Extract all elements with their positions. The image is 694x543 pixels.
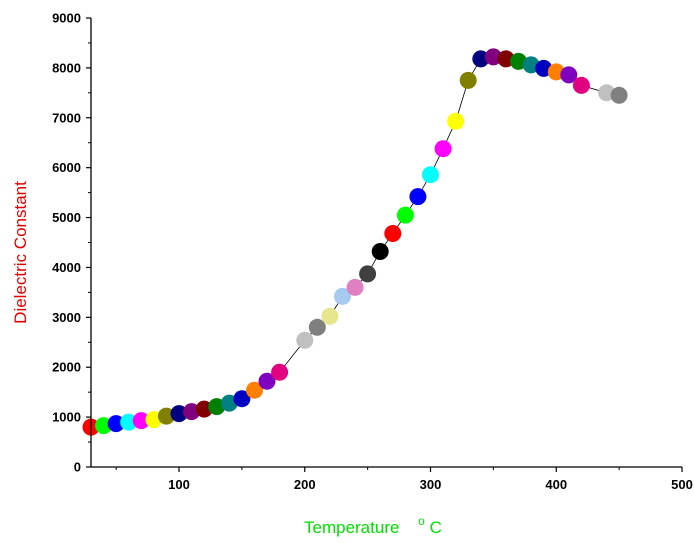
axes: 0 1000 2000 3000 4000 5000 6000 7000 8000 9000 100… — [52, 11, 693, 493]
x-axis-title-degree: o — [418, 514, 425, 528]
data-point — [308, 318, 326, 336]
data-point — [459, 71, 477, 89]
data-point — [484, 48, 502, 66]
data-point — [359, 265, 377, 283]
data-point — [170, 405, 188, 423]
data-point — [560, 66, 578, 84]
x-tick-label: 400 — [545, 477, 567, 492]
y-tick-label: 7000 — [52, 110, 81, 125]
y-tick-label: 9000 — [52, 11, 81, 26]
data-point — [321, 307, 339, 325]
x-axis-title-unit: C — [430, 518, 442, 537]
data-point — [120, 413, 138, 431]
y-tick-label: 8000 — [52, 60, 81, 75]
data-point — [271, 363, 289, 381]
data-point — [409, 188, 427, 206]
y-tick-label: 1000 — [52, 410, 81, 425]
data-point — [95, 417, 113, 435]
y-tick-label: 0 — [74, 460, 81, 475]
y-tick-label: 5000 — [52, 210, 81, 225]
data-point — [334, 287, 351, 305]
data-point — [346, 278, 364, 296]
data-point — [422, 166, 439, 184]
x-tick-label: 100 — [168, 477, 190, 492]
data-point — [472, 50, 490, 68]
data-point — [610, 86, 628, 104]
data-point — [183, 403, 201, 421]
data-point — [296, 331, 314, 349]
plot-area — [82, 48, 628, 436]
data-point — [572, 76, 590, 94]
x-axis-title-main: Temperature — [304, 518, 399, 537]
data-point — [384, 225, 402, 242]
data-point — [434, 140, 452, 158]
y-tick-label: 2000 — [52, 360, 81, 375]
y-axis-title: Dielectric Constant — [11, 181, 30, 324]
series-connector-line — [90, 56, 620, 428]
y-tick-label: 6000 — [52, 160, 81, 175]
data-point — [258, 372, 276, 390]
data-point — [447, 112, 465, 130]
data-point — [233, 390, 251, 408]
x-axis-title: Temperature o C — [304, 510, 442, 537]
data-point — [371, 243, 389, 260]
x-tick-label: 300 — [420, 477, 442, 492]
data-point — [132, 412, 150, 430]
data-point — [246, 381, 263, 399]
x-tick-label: 200 — [294, 477, 316, 492]
data-point — [396, 206, 414, 224]
y-tick-label: 3000 — [52, 310, 81, 325]
x-tick-label: 500 — [671, 477, 693, 492]
data-point — [157, 407, 175, 425]
y-tick-label: 4000 — [52, 260, 81, 275]
data-point — [107, 415, 125, 433]
